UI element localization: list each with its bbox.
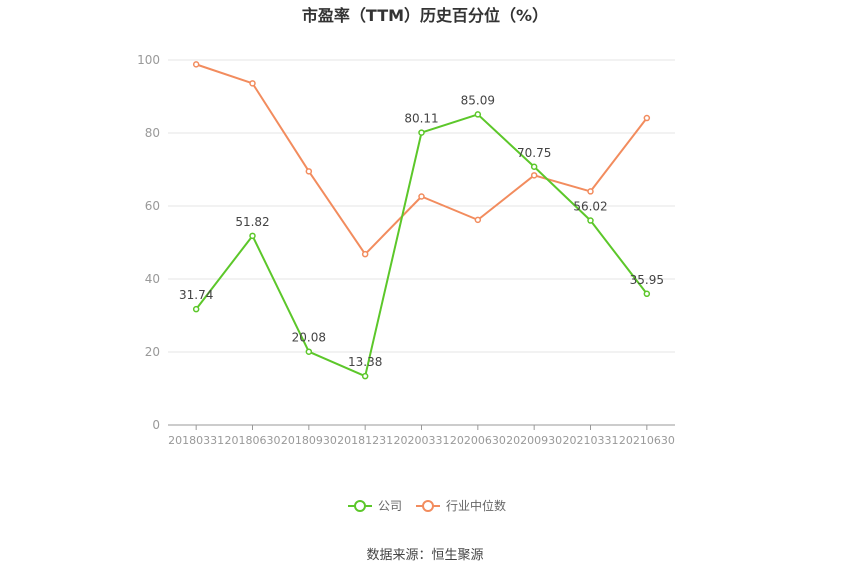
y-tick-label: 60 xyxy=(145,199,160,213)
data-point xyxy=(418,129,425,136)
y-tick-label: 80 xyxy=(145,126,160,140)
x-tick-label: 20210331 xyxy=(563,434,619,447)
data-point xyxy=(643,114,651,122)
data-point xyxy=(530,172,538,179)
series-layer: 31.74 51.82 20.08 13.38 80.11 85.09 70.75 56.02… xyxy=(179,61,664,380)
legend-label: 行业中位数 xyxy=(446,498,506,513)
data-point xyxy=(305,168,313,175)
data-point xyxy=(530,163,538,171)
y-axis-ticks: 0 20 40 60 80 100 xyxy=(137,53,160,432)
data-point xyxy=(249,80,256,87)
x-tick-label: 20210630 xyxy=(619,434,675,447)
data-point xyxy=(305,348,313,355)
y-tick-label: 40 xyxy=(145,272,160,286)
data-point xyxy=(192,305,200,313)
y-tick-label: 100 xyxy=(137,53,160,67)
data-point xyxy=(474,111,482,118)
x-tick-label: 20181231 xyxy=(337,434,393,447)
data-point xyxy=(418,193,425,200)
data-point xyxy=(474,216,482,224)
data-point xyxy=(643,290,651,298)
x-tick-label: 20200630 xyxy=(450,434,506,447)
legend: 公司 行业中位数 xyxy=(348,498,506,513)
series-1 xyxy=(192,61,651,258)
legend-item: 公司 xyxy=(348,499,402,513)
data-label: 31.74 xyxy=(179,288,213,302)
data-point xyxy=(587,188,594,195)
data-point xyxy=(587,217,594,224)
legend-marker xyxy=(422,500,434,512)
x-tick-label: 20180930 xyxy=(281,434,337,447)
data-label: 80.11 xyxy=(404,112,438,126)
series-line xyxy=(195,113,648,378)
x-axis: 20180331 20180630 20180930 20181231 20200331… xyxy=(168,424,675,447)
x-tick-label: 20180331 xyxy=(168,434,224,447)
data-point xyxy=(361,372,369,380)
data-label: 85.09 xyxy=(461,93,495,107)
x-tick-label: 20200930 xyxy=(506,434,562,447)
y-tick-label: 20 xyxy=(145,345,160,359)
data-label: 51.82 xyxy=(235,215,269,229)
data-label: 20.08 xyxy=(292,331,326,345)
y-tick-label: 0 xyxy=(152,418,160,432)
data-label: 13.38 xyxy=(348,355,382,369)
legend-item: 行业中位数 xyxy=(416,498,506,513)
data-point xyxy=(249,232,256,240)
data-point xyxy=(361,250,369,258)
series-0: 31.74 51.82 20.08 13.38 80.11 85.09 70.75 56.02… xyxy=(179,93,664,380)
source-note: 数据来源：恒生聚源 xyxy=(366,548,483,563)
x-tick-label: 20200331 xyxy=(394,434,450,447)
legend-label: 公司 xyxy=(378,499,402,513)
data-label: 35.95 xyxy=(630,273,664,287)
data-label: 70.75 xyxy=(517,146,551,160)
x-tick-label: 20180630 xyxy=(225,434,281,447)
data-point xyxy=(192,61,200,68)
data-label: 56.02 xyxy=(573,200,607,214)
chart-title: 市盈率（TTM）历史百分位（%） xyxy=(302,6,548,25)
legend-marker xyxy=(354,500,366,512)
grid xyxy=(168,59,675,353)
